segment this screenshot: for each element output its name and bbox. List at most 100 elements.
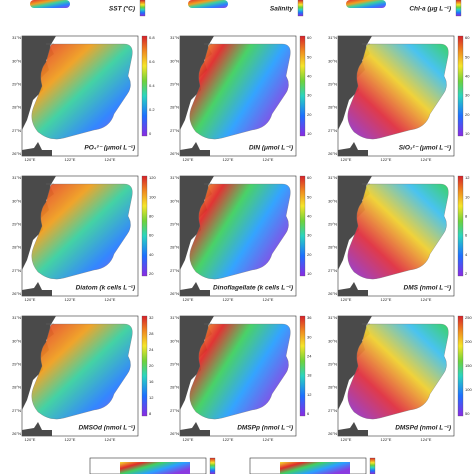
lat-label: 28°N	[170, 385, 179, 390]
lon-label: 124°E	[263, 157, 274, 162]
panel-label: DIN (μmol L⁻¹)	[249, 145, 293, 152]
field	[189, 183, 291, 280]
colorbar-label: 60	[307, 175, 312, 180]
lat-label: 26°N	[170, 431, 179, 436]
colorbar-label: 28	[149, 331, 154, 336]
colorbar	[141, 175, 148, 277]
lon-label: 120°E	[183, 157, 194, 162]
land	[22, 316, 56, 410]
colorbar-label: 10	[307, 131, 312, 136]
colorbar-label: 40	[149, 252, 154, 257]
lat-label: 27°N	[328, 268, 337, 273]
lon-label: 120°E	[341, 297, 352, 302]
field	[31, 323, 133, 420]
map-panel: 31°N 30°N 29°N 28°N 27°N 26°N 120°E 122°E 124°E 3…	[12, 315, 154, 442]
colorbar-label: 30	[465, 93, 470, 98]
lat-label: 27°N	[328, 408, 337, 413]
lat-label: 30°N	[12, 338, 21, 343]
lon-label: 122°E	[381, 437, 392, 442]
colorbar	[139, 0, 146, 17]
colorbar-label: 6	[465, 233, 468, 238]
lon-label: 124°E	[421, 157, 432, 162]
colorbar-label: 30	[307, 334, 312, 339]
land	[22, 36, 56, 130]
colorbar-label: 200	[465, 339, 472, 344]
colorbar-label: 24	[307, 353, 312, 358]
lon-label: 120°E	[183, 297, 194, 302]
lat-label: 27°N	[170, 408, 179, 413]
lat-label: 27°N	[328, 128, 337, 133]
map-fragment	[346, 0, 386, 8]
colorbar-label: 18	[307, 373, 312, 378]
lon-label: 122°E	[223, 157, 234, 162]
lat-label: 26°N	[328, 291, 337, 296]
field	[347, 43, 449, 140]
panel-label: Diatom (k cells L⁻¹)	[76, 285, 135, 292]
land	[180, 422, 210, 436]
lat-label: 30°N	[12, 58, 21, 63]
lat-label: 26°N	[170, 151, 179, 156]
lat-label: 28°N	[170, 245, 179, 250]
land	[180, 142, 210, 156]
land	[338, 36, 372, 130]
colorbar-label: 60	[465, 35, 470, 40]
colorbar	[141, 35, 148, 137]
lat-label: 29°N	[328, 361, 337, 366]
colorbar	[297, 0, 304, 17]
colorbar-label: 4	[465, 252, 468, 257]
land	[338, 422, 368, 436]
lon-label: 124°E	[105, 157, 116, 162]
map-panel: 31°N 30°N 29°N 28°N 27°N 26°N 120°E 122°E 124°E 6…	[328, 35, 470, 162]
colorbar-label: 12	[465, 175, 470, 180]
colorbar-label: 10	[465, 131, 470, 136]
lat-label: 30°N	[328, 338, 337, 343]
map-panel: 31°N 30°N 29°N 28°N 27°N 26°N 120°E 122°E 124°E 1…	[328, 175, 470, 302]
colorbar-label: 24	[149, 347, 154, 352]
map-fragment	[188, 0, 228, 8]
colorbar-label: 20	[307, 252, 312, 257]
colorbar-label: 100	[465, 387, 472, 392]
colorbar	[299, 175, 306, 277]
colorbar-label: 30	[307, 233, 312, 238]
lat-label: 27°N	[170, 268, 179, 273]
lat-label: 28°N	[12, 245, 21, 250]
lon-label: 120°E	[341, 157, 352, 162]
colorbar	[209, 457, 216, 474]
colorbar-label: 12	[307, 392, 312, 397]
lat-label: 26°N	[12, 431, 21, 436]
colorbar-label: 0.6	[149, 59, 155, 64]
lat-label: 26°N	[12, 151, 21, 156]
lat-label: 31°N	[12, 35, 21, 40]
colorbar	[299, 315, 306, 417]
colorbar-label: 150	[465, 363, 472, 368]
colorbar-label: 50	[307, 194, 312, 199]
colorbar	[299, 35, 306, 137]
colorbar-label: 10	[307, 271, 312, 276]
colorbar-label: 120	[149, 175, 156, 180]
land	[338, 282, 368, 296]
land	[22, 422, 52, 436]
map-fragment	[30, 0, 70, 8]
land	[180, 176, 214, 270]
lat-label: 30°N	[170, 338, 179, 343]
field	[189, 43, 291, 140]
lat-label: 31°N	[328, 315, 337, 320]
field	[347, 183, 449, 280]
colorbar	[457, 315, 464, 417]
colorbar-label: 50	[465, 54, 470, 59]
colorbar-label: 16	[149, 379, 154, 384]
panel-label: DMS (nmol L⁻¹)	[404, 285, 451, 292]
colorbar-label: 20	[149, 271, 154, 276]
colorbar-label: 20	[307, 112, 312, 117]
lat-label: 30°N	[170, 198, 179, 203]
colorbar-label: 8	[149, 411, 152, 416]
panel-label: DMSOd (nmol L⁻¹)	[78, 425, 135, 432]
colorbar-label: 36	[307, 315, 312, 320]
colorbar-label: 20	[465, 112, 470, 117]
colorbar-label: 32	[149, 315, 154, 320]
colorbar-label: 60	[149, 233, 154, 238]
lon-label: 122°E	[65, 297, 76, 302]
lat-label: 29°N	[328, 81, 337, 86]
lat-label: 28°N	[328, 245, 337, 250]
